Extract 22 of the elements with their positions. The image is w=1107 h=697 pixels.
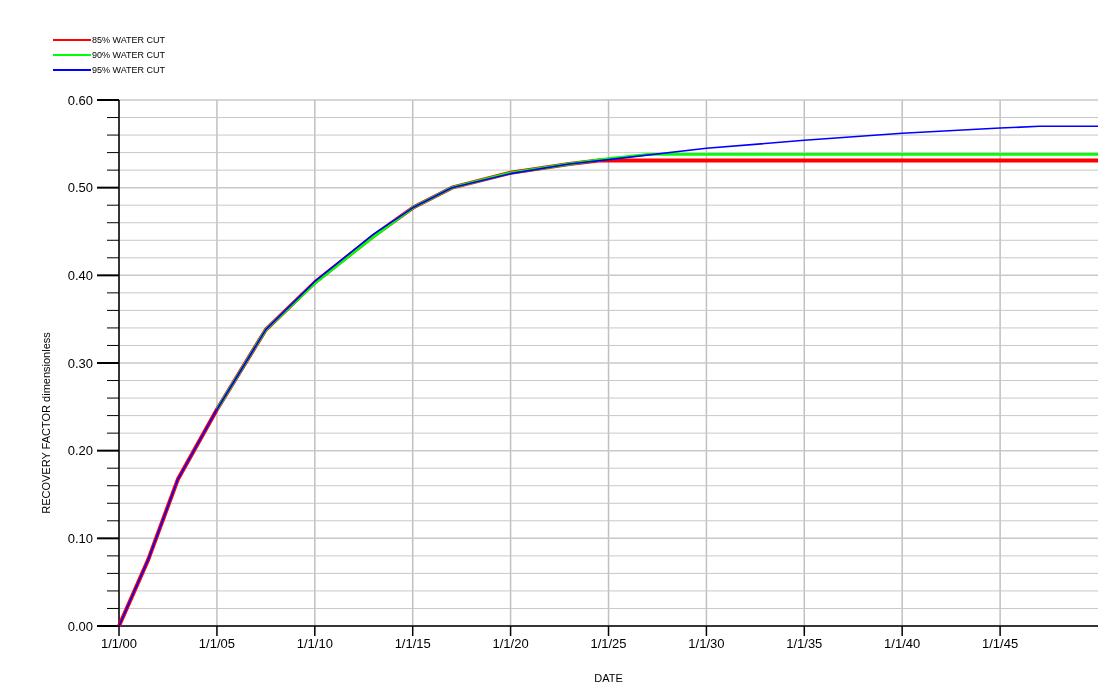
y-tick-label: 0.20 bbox=[67, 443, 93, 459]
legend-label: 95% WATER CUT bbox=[92, 65, 166, 76]
x-tick-label: 1/1/10 bbox=[296, 636, 333, 651]
x-tick-label: 1/1/40 bbox=[884, 636, 921, 651]
x-tick-label: 1/1/25 bbox=[590, 636, 627, 651]
y-axis-title: RECOVERY FACTOR dimensionless bbox=[40, 331, 52, 514]
x-tick-label: 1/1/15 bbox=[394, 636, 431, 651]
x-tick-label: 1/1/45 bbox=[982, 636, 1019, 651]
x-axis-title: DATE bbox=[594, 672, 623, 684]
legend-label: 90% WATER CUT bbox=[92, 50, 166, 61]
x-tick-label: 1/1/00 bbox=[100, 636, 138, 651]
y-tick-label: 0.30 bbox=[67, 355, 93, 371]
x-tick-label: 1/1/05 bbox=[198, 636, 236, 651]
legend-label: 85% WATER CUT bbox=[92, 35, 166, 46]
y-tick-label: 0.10 bbox=[67, 530, 93, 546]
y-tick-label: 0.00 bbox=[67, 618, 93, 634]
x-tick-label: 1/1/30 bbox=[688, 636, 725, 651]
y-tick-label: 0.40 bbox=[67, 267, 93, 283]
x-tick-label: 1/1/35 bbox=[786, 636, 823, 651]
x-tick-label: 1/1/20 bbox=[492, 636, 529, 651]
y-tick-label: 0.50 bbox=[67, 180, 93, 196]
y-tick-label: 0.60 bbox=[67, 92, 93, 108]
